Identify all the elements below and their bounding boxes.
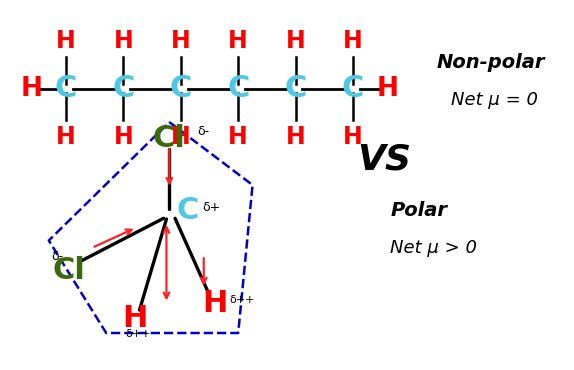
- Text: H: H: [286, 29, 305, 53]
- Text: H: H: [171, 125, 191, 149]
- Text: H: H: [228, 29, 248, 53]
- Text: H: H: [56, 125, 76, 149]
- Text: H: H: [114, 29, 133, 53]
- Text: Net μ > 0: Net μ > 0: [390, 239, 478, 257]
- Text: Net μ = 0: Net μ = 0: [451, 91, 538, 109]
- Text: H: H: [377, 76, 398, 102]
- Text: VS: VS: [358, 142, 412, 176]
- Text: H: H: [122, 304, 148, 333]
- Text: δ-: δ-: [197, 125, 209, 138]
- Text: H: H: [21, 76, 42, 102]
- Text: C: C: [55, 74, 77, 103]
- Text: δ-: δ-: [51, 249, 63, 263]
- Text: C: C: [285, 74, 307, 103]
- Text: H: H: [343, 29, 363, 53]
- Text: C: C: [177, 196, 199, 225]
- Text: H: H: [171, 29, 191, 53]
- Text: H: H: [286, 125, 305, 149]
- Text: H: H: [56, 29, 76, 53]
- Text: Non-polar: Non-polar: [436, 53, 545, 73]
- Text: Polar: Polar: [390, 201, 447, 221]
- Text: δ++: δ++: [125, 329, 150, 339]
- Text: H: H: [114, 125, 133, 149]
- Text: Cl: Cl: [52, 256, 86, 285]
- Text: H: H: [228, 125, 248, 149]
- Text: Cl: Cl: [153, 124, 186, 153]
- Text: C: C: [342, 74, 364, 103]
- Text: C: C: [227, 74, 249, 103]
- Text: δ+: δ+: [203, 201, 221, 215]
- Text: H: H: [203, 289, 228, 318]
- Text: C: C: [113, 74, 134, 103]
- Text: C: C: [170, 74, 192, 103]
- Text: H: H: [343, 125, 363, 149]
- Text: δ++: δ++: [230, 295, 255, 305]
